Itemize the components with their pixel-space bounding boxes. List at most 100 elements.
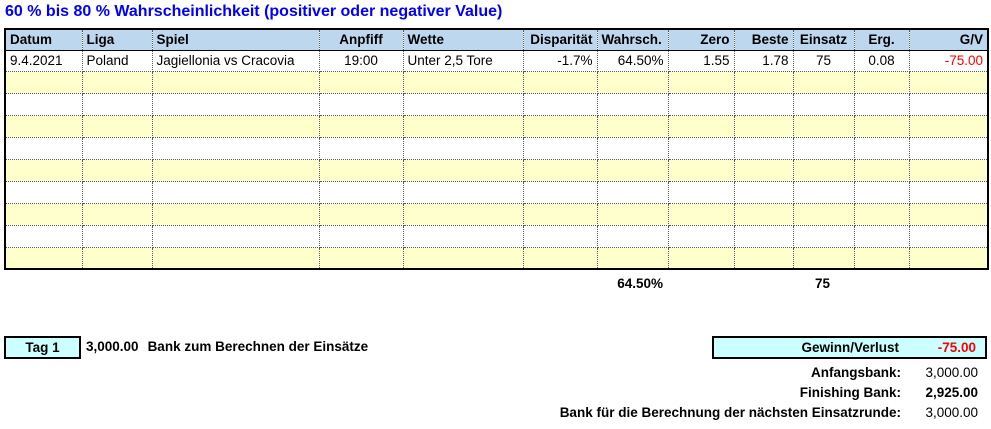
cell-empty[interactable] — [908, 180, 989, 204]
finishing-bank-value[interactable]: 2,925.00 — [925, 385, 978, 400]
cell-empty[interactable] — [792, 158, 855, 182]
cell-empty[interactable] — [522, 114, 598, 138]
cell-empty[interactable] — [853, 136, 910, 160]
cell-empty[interactable] — [151, 136, 320, 160]
cell-empty[interactable] — [596, 202, 669, 226]
cell-empty[interactable] — [667, 136, 735, 160]
cell-empty[interactable] — [151, 180, 320, 204]
cell-empty[interactable] — [151, 246, 320, 270]
cell-empty[interactable] — [318, 136, 404, 160]
cell-empty[interactable] — [908, 202, 989, 226]
cell-empty[interactable] — [792, 114, 855, 138]
cell-datum[interactable]: 9.4.2021 — [4, 49, 83, 72]
day-tag-box[interactable]: Tag 1 — [4, 336, 81, 359]
cell-empty[interactable] — [667, 202, 735, 226]
cell-empty[interactable] — [4, 158, 83, 182]
cell-empty[interactable] — [667, 224, 735, 248]
cell-empty[interactable] — [4, 92, 83, 116]
cell-empty[interactable] — [733, 136, 794, 160]
cell-empty[interactable] — [792, 180, 855, 204]
cell-empty[interactable] — [81, 136, 153, 160]
cell-empty[interactable] — [318, 224, 404, 248]
anfangsbank-value[interactable]: 3,000.00 — [925, 365, 978, 380]
cell-empty[interactable] — [596, 158, 669, 182]
cell-empty[interactable] — [522, 246, 598, 270]
cell-empty[interactable] — [522, 70, 598, 94]
cell-empty[interactable] — [667, 70, 735, 94]
cell-empty[interactable] — [853, 224, 910, 248]
cell-empty[interactable] — [151, 114, 320, 138]
cell-empty[interactable] — [908, 158, 989, 182]
cell-empty[interactable] — [908, 70, 989, 94]
cell-empty[interactable] — [81, 92, 153, 116]
cell-empty[interactable] — [402, 180, 524, 204]
cell-empty[interactable] — [522, 158, 598, 182]
cell-empty[interactable] — [522, 136, 598, 160]
cell-empty[interactable] — [733, 180, 794, 204]
col-header-gv[interactable]: G/V — [908, 28, 989, 51]
cell-empty[interactable] — [596, 180, 669, 204]
cell-empty[interactable] — [151, 224, 320, 248]
col-header-disparitaet[interactable]: Disparität — [522, 28, 598, 51]
cell-empty[interactable] — [81, 180, 153, 204]
gewinn-verlust-value[interactable]: -75.00 — [937, 340, 976, 355]
cell-empty[interactable] — [733, 158, 794, 182]
cell-empty[interactable] — [522, 92, 598, 116]
cell-empty[interactable] — [908, 246, 989, 270]
cell-empty[interactable] — [4, 70, 83, 94]
cell-empty[interactable] — [402, 136, 524, 160]
cell-empty[interactable] — [667, 158, 735, 182]
cell-empty[interactable] — [81, 246, 153, 270]
cell-empty[interactable] — [908, 224, 989, 248]
cell-zero[interactable]: 1.55 — [667, 49, 735, 72]
col-header-erg[interactable]: Erg. — [853, 28, 910, 51]
cell-empty[interactable] — [853, 70, 910, 94]
cell-anpfiff[interactable]: 19:00 — [318, 49, 404, 72]
cell-empty[interactable] — [4, 136, 83, 160]
cell-empty[interactable] — [853, 92, 910, 116]
cell-empty[interactable] — [792, 224, 855, 248]
col-header-spiel[interactable]: Spiel — [151, 28, 320, 51]
cell-empty[interactable] — [318, 70, 404, 94]
cell-empty[interactable] — [596, 224, 669, 248]
cell-empty[interactable] — [853, 114, 910, 138]
cell-empty[interactable] — [81, 158, 153, 182]
cell-empty[interactable] — [908, 136, 989, 160]
cell-empty[interactable] — [402, 92, 524, 116]
cell-empty[interactable] — [853, 246, 910, 270]
cell-empty[interactable] — [733, 114, 794, 138]
cell-empty[interactable] — [792, 92, 855, 116]
col-header-liga[interactable]: Liga — [81, 28, 153, 51]
col-header-wahrsch[interactable]: Wahrsch. — [596, 28, 669, 51]
cell-empty[interactable] — [151, 158, 320, 182]
cell-empty[interactable] — [318, 92, 404, 116]
cell-empty[interactable] — [151, 202, 320, 226]
cell-empty[interactable] — [667, 114, 735, 138]
cell-empty[interactable] — [151, 92, 320, 116]
cell-gv[interactable]: -75.00 — [908, 49, 989, 72]
cell-empty[interactable] — [81, 114, 153, 138]
cell-empty[interactable] — [733, 202, 794, 226]
cell-empty[interactable] — [908, 114, 989, 138]
cell-empty[interactable] — [4, 224, 83, 248]
cell-wette[interactable]: Unter 2,5 Tore — [402, 49, 524, 72]
cell-empty[interactable] — [318, 180, 404, 204]
col-header-anpfiff[interactable]: Anpfiff — [318, 28, 404, 51]
cell-empty[interactable] — [733, 224, 794, 248]
cell-empty[interactable] — [908, 92, 989, 116]
cell-empty[interactable] — [318, 114, 404, 138]
cell-empty[interactable] — [4, 180, 83, 204]
cell-empty[interactable] — [522, 202, 598, 226]
total-einsatz[interactable]: 75 — [814, 276, 831, 291]
cell-empty[interactable] — [402, 158, 524, 182]
cell-empty[interactable] — [667, 180, 735, 204]
cell-empty[interactable] — [402, 202, 524, 226]
cell-empty[interactable] — [4, 246, 83, 270]
cell-empty[interactable] — [318, 158, 404, 182]
cell-empty[interactable] — [733, 92, 794, 116]
cell-empty[interactable] — [733, 246, 794, 270]
cell-empty[interactable] — [853, 180, 910, 204]
gewinn-verlust-box[interactable]: Gewinn/Verlust -75.00 — [712, 336, 987, 359]
col-header-beste[interactable]: Beste — [733, 28, 794, 51]
cell-empty[interactable] — [402, 70, 524, 94]
